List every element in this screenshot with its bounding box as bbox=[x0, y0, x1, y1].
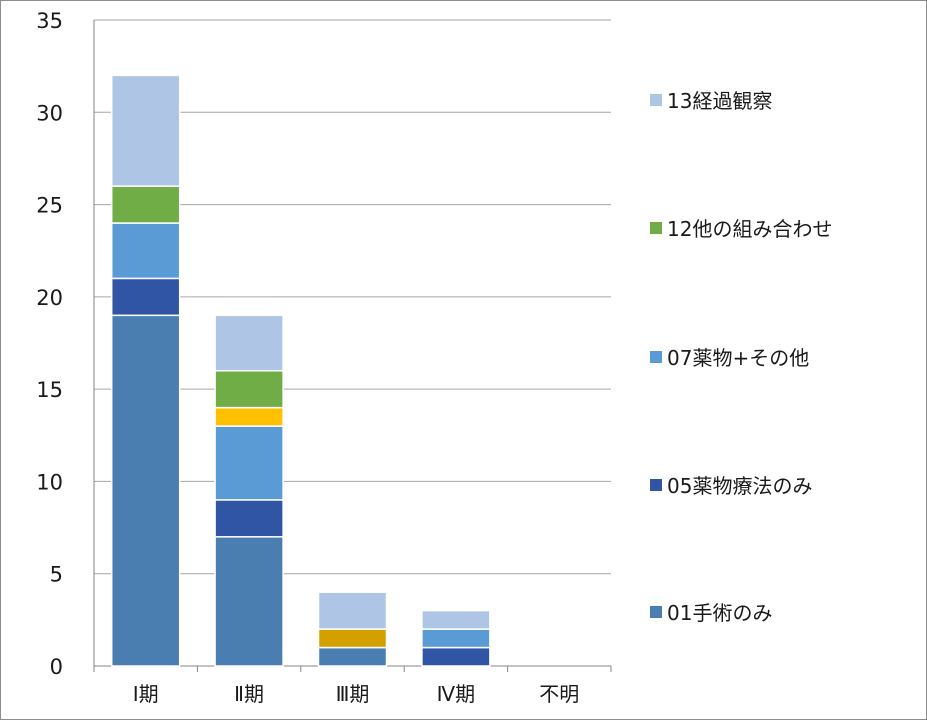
bar-segment bbox=[214, 369, 284, 409]
x-category-label: 不明 bbox=[539, 682, 579, 706]
bar-segment bbox=[214, 314, 284, 372]
bar-segment bbox=[214, 499, 284, 538]
bar-segment bbox=[110, 277, 181, 317]
y-tick-label: 0 bbox=[50, 655, 63, 679]
bar-segment bbox=[214, 406, 284, 427]
legend-swatch bbox=[650, 351, 662, 363]
bar-segment bbox=[421, 646, 491, 667]
legend-swatch bbox=[650, 479, 662, 491]
bar-segment bbox=[110, 74, 181, 187]
y-tick-label: 20 bbox=[36, 286, 63, 310]
bars bbox=[110, 74, 491, 667]
y-axis-tick-labels: 0 5 10 15 20 25 30 35 bbox=[36, 9, 63, 679]
bar-segment bbox=[317, 646, 388, 667]
legend-swatch bbox=[650, 606, 662, 618]
x-category-label: Ⅱ期 bbox=[234, 682, 264, 706]
bar-segment bbox=[317, 591, 388, 630]
y-tick-label: 15 bbox=[36, 378, 63, 402]
bar-segment bbox=[214, 536, 284, 667]
x-category-label: Ⅲ期 bbox=[336, 682, 370, 706]
bar-segment bbox=[214, 425, 284, 501]
bar-segment bbox=[421, 609, 491, 630]
legend-swatch bbox=[650, 222, 662, 234]
y-tick-label: 25 bbox=[36, 194, 63, 218]
legend-swatch bbox=[650, 94, 662, 106]
y-tick-label: 35 bbox=[36, 9, 63, 33]
x-category-label: Ⅳ期 bbox=[437, 682, 475, 706]
legend-label: 07薬物+その他 bbox=[667, 346, 809, 370]
bar-segment bbox=[421, 628, 491, 649]
bar-segment bbox=[110, 314, 181, 667]
x-axis-category-labels: Ⅰ期 Ⅱ期 Ⅲ期 Ⅳ期 不明 bbox=[133, 682, 580, 706]
legend: 13経過観察 12他の組み合わせ 07薬物+その他 05薬物療法のみ 01手術のみ bbox=[650, 89, 832, 625]
y-tick-label: 30 bbox=[36, 101, 63, 125]
bar-segment bbox=[110, 185, 181, 224]
bar-segment bbox=[317, 628, 388, 649]
y-tick-label: 10 bbox=[36, 470, 63, 494]
legend-label: 12他の組み合わせ bbox=[667, 217, 832, 241]
x-category-label: Ⅰ期 bbox=[133, 682, 159, 706]
y-tick-label: 5 bbox=[50, 563, 63, 587]
legend-label: 13経過観察 bbox=[667, 89, 772, 113]
legend-label: 05薬物療法のみ bbox=[667, 474, 812, 498]
legend-label: 01手術のみ bbox=[667, 601, 772, 625]
bar-segment bbox=[110, 222, 181, 280]
